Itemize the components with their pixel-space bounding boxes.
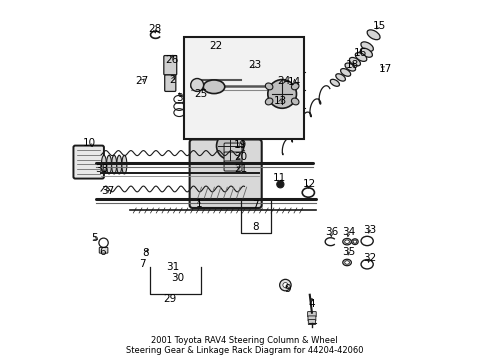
Ellipse shape bbox=[265, 83, 272, 90]
Ellipse shape bbox=[101, 155, 106, 174]
Text: 25: 25 bbox=[194, 89, 207, 99]
FancyBboxPatch shape bbox=[224, 161, 242, 171]
Text: 14: 14 bbox=[287, 77, 301, 87]
Ellipse shape bbox=[344, 240, 349, 243]
Text: 15: 15 bbox=[371, 21, 385, 31]
Ellipse shape bbox=[265, 98, 272, 105]
Text: 22: 22 bbox=[209, 41, 222, 50]
Text: 34: 34 bbox=[341, 227, 354, 237]
Ellipse shape bbox=[360, 42, 373, 51]
FancyBboxPatch shape bbox=[307, 316, 315, 321]
Text: 6: 6 bbox=[100, 247, 106, 257]
Text: 31: 31 bbox=[166, 262, 179, 272]
FancyBboxPatch shape bbox=[73, 145, 104, 179]
Text: 16: 16 bbox=[353, 48, 366, 58]
FancyBboxPatch shape bbox=[224, 143, 242, 153]
Text: 10: 10 bbox=[83, 138, 96, 148]
FancyBboxPatch shape bbox=[99, 247, 108, 253]
Text: 21: 21 bbox=[234, 163, 247, 174]
Text: 32: 32 bbox=[362, 253, 375, 263]
Ellipse shape bbox=[291, 98, 298, 105]
Ellipse shape bbox=[360, 48, 372, 57]
Ellipse shape bbox=[366, 30, 379, 40]
Ellipse shape bbox=[122, 155, 126, 174]
Text: 8: 8 bbox=[251, 222, 258, 231]
Circle shape bbox=[282, 283, 287, 288]
Ellipse shape bbox=[291, 83, 298, 90]
Text: 20: 20 bbox=[234, 152, 247, 162]
Ellipse shape bbox=[329, 79, 339, 86]
Text: 19: 19 bbox=[234, 140, 247, 150]
Text: 28: 28 bbox=[148, 24, 161, 34]
FancyBboxPatch shape bbox=[307, 312, 316, 317]
Text: 30: 30 bbox=[171, 273, 184, 283]
Circle shape bbox=[279, 279, 290, 291]
Text: 4: 4 bbox=[308, 299, 315, 309]
Ellipse shape bbox=[355, 53, 366, 62]
Text: 27: 27 bbox=[135, 76, 148, 86]
Text: 1: 1 bbox=[195, 199, 202, 210]
Ellipse shape bbox=[203, 80, 224, 94]
Text: 17: 17 bbox=[378, 64, 391, 74]
Ellipse shape bbox=[111, 155, 117, 174]
Ellipse shape bbox=[342, 259, 351, 266]
Text: 7: 7 bbox=[251, 200, 258, 210]
Ellipse shape bbox=[351, 239, 357, 244]
FancyBboxPatch shape bbox=[189, 139, 261, 208]
Ellipse shape bbox=[335, 74, 345, 81]
Text: 29: 29 bbox=[163, 294, 177, 304]
Text: 38: 38 bbox=[95, 164, 108, 174]
Text: 2: 2 bbox=[169, 75, 176, 85]
Ellipse shape bbox=[340, 68, 350, 76]
Ellipse shape bbox=[106, 155, 111, 174]
Text: 3: 3 bbox=[176, 93, 183, 103]
Circle shape bbox=[276, 181, 284, 188]
Text: 18: 18 bbox=[345, 60, 358, 70]
Text: 23: 23 bbox=[248, 60, 262, 70]
Text: 37: 37 bbox=[101, 186, 114, 197]
Text: 11: 11 bbox=[272, 173, 285, 183]
Text: 5: 5 bbox=[91, 233, 98, 243]
Circle shape bbox=[267, 80, 296, 108]
Ellipse shape bbox=[117, 155, 122, 174]
Bar bbox=[183, 37, 303, 139]
Text: 36: 36 bbox=[324, 227, 337, 237]
Ellipse shape bbox=[344, 261, 349, 264]
Ellipse shape bbox=[349, 58, 360, 66]
Text: 7: 7 bbox=[139, 259, 145, 269]
Text: 24: 24 bbox=[277, 76, 290, 86]
Text: 12: 12 bbox=[302, 179, 315, 189]
Ellipse shape bbox=[352, 240, 356, 243]
Text: 2001 Toyota RAV4 Steering Column & Wheel
Steering Gear & Linkage Rack Diagram fo: 2001 Toyota RAV4 Steering Column & Wheel… bbox=[125, 336, 363, 355]
Text: 9: 9 bbox=[284, 284, 290, 294]
FancyBboxPatch shape bbox=[164, 75, 176, 91]
Ellipse shape bbox=[342, 238, 351, 245]
Text: 26: 26 bbox=[165, 55, 178, 65]
Circle shape bbox=[190, 78, 203, 91]
FancyBboxPatch shape bbox=[308, 319, 315, 324]
Text: 33: 33 bbox=[362, 225, 375, 235]
Text: 8: 8 bbox=[142, 248, 149, 258]
Text: 35: 35 bbox=[341, 247, 354, 257]
Text: 13: 13 bbox=[273, 96, 286, 106]
Circle shape bbox=[216, 132, 244, 159]
FancyBboxPatch shape bbox=[224, 152, 242, 162]
Ellipse shape bbox=[345, 63, 355, 71]
FancyBboxPatch shape bbox=[163, 55, 176, 75]
